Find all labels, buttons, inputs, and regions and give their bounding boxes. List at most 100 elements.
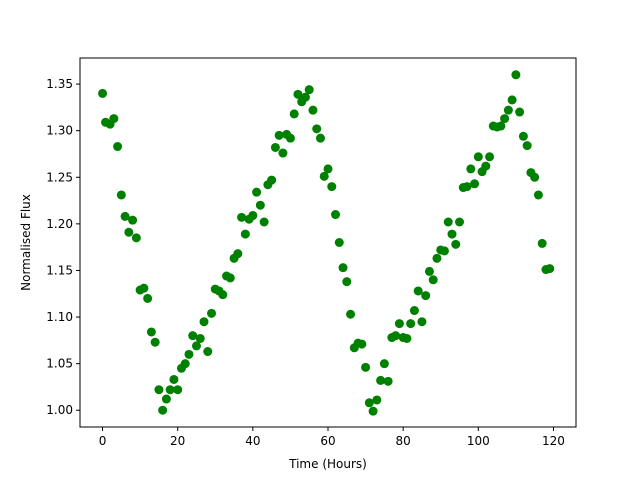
y-tick-label: 1.20 [46,217,73,231]
data-point [503,105,513,115]
data-point [428,275,438,285]
data-point [207,308,217,318]
data-point [146,327,156,337]
data-point [128,215,138,225]
data-point [285,133,295,143]
data-point [158,405,168,415]
data-point [300,92,310,102]
data-point [357,339,367,349]
x-tick-label: 120 [542,434,565,448]
data-point [195,333,205,343]
data-point [443,217,453,227]
data-point [421,291,431,301]
data-point [252,187,262,197]
data-point [496,121,506,131]
data-point [364,398,374,408]
data-point [507,95,517,105]
data-point [154,385,164,395]
data-point [451,239,461,249]
data-point [530,172,540,182]
data-point [338,263,348,273]
y-tick-label: 1.25 [46,170,73,184]
data-point [315,133,325,143]
x-axis-label: Time (Hours) [288,457,367,471]
data-point [304,85,314,95]
data-point [98,88,108,98]
data-points [98,70,555,416]
data-point [259,217,269,227]
data-point [394,319,404,329]
data-point [518,131,528,141]
data-point [417,317,427,327]
data-point [173,385,183,395]
x-tick-label: 20 [170,434,185,448]
y-axis-label: Normalised Flux [19,194,33,291]
data-point [180,359,190,369]
data-point [545,264,555,274]
data-point [376,375,386,385]
data-point [424,266,434,276]
data-point [334,238,344,247]
data-point [267,175,277,185]
y-axis-ticks: 1.00 1.05 1.10 1.15 1.20 1.25 1.30 1.35 [46,77,80,417]
data-point [225,273,235,283]
data-point [237,212,247,222]
data-point [248,210,258,220]
x-tick-label: 0 [99,434,107,448]
x-tick-label: 80 [396,434,411,448]
data-point [184,349,194,359]
data-point [139,283,149,293]
data-point [368,406,378,416]
data-point [308,105,318,115]
data-point [233,249,243,259]
data-point [109,114,119,124]
data-point [161,394,171,404]
data-point [473,152,483,162]
y-tick-label: 1.35 [46,77,73,91]
x-tick-label: 100 [467,434,490,448]
data-point [312,124,322,134]
data-point [383,376,393,386]
data-point [500,114,510,124]
y-tick-label: 1.15 [46,263,73,277]
data-point [470,179,480,189]
y-tick-label: 1.10 [46,310,73,324]
data-point [218,290,228,300]
data-point [455,217,465,227]
data-point [293,89,303,99]
data-point [169,374,179,384]
data-point [537,238,547,248]
data-point [131,233,141,243]
data-point [199,317,209,327]
data-point [391,331,401,341]
data-point [165,385,175,395]
data-point [346,309,356,319]
y-tick-label: 1.30 [46,124,73,138]
data-point [120,211,130,221]
data-point [319,171,329,181]
data-point [462,182,472,192]
data-point [406,319,416,329]
data-point [515,107,525,117]
data-point [278,148,288,158]
data-point [191,341,201,351]
data-point [143,293,153,303]
x-axis-ticks: 0 20 40 60 80 100 120 [99,427,565,448]
data-point [432,253,442,263]
data-point [413,286,423,296]
data-point [447,229,457,239]
y-tick-label: 1.05 [46,357,73,371]
data-point [331,210,341,220]
data-point [327,182,337,192]
data-point [113,142,123,152]
data-point [342,277,352,287]
data-point [116,190,126,200]
data-point [270,142,280,152]
data-point [409,306,419,316]
data-point [255,200,265,210]
data-point [323,164,333,174]
data-point [466,164,476,174]
data-point [188,331,198,341]
